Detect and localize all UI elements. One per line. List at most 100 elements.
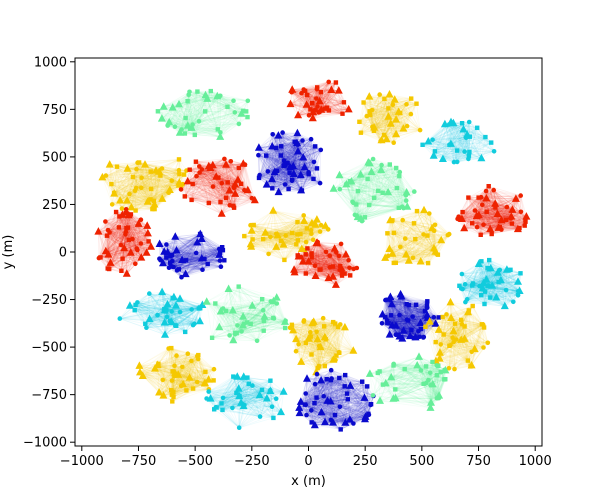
edge xyxy=(304,82,337,92)
edge xyxy=(290,92,302,105)
edge xyxy=(306,94,328,109)
edge xyxy=(161,117,186,119)
edge xyxy=(298,113,343,116)
edge xyxy=(172,107,218,130)
edge xyxy=(191,127,218,130)
edge xyxy=(328,110,343,115)
edge xyxy=(303,82,336,90)
edge xyxy=(161,91,190,119)
edge xyxy=(291,91,307,106)
edge xyxy=(192,124,218,130)
edge xyxy=(320,82,337,93)
edge xyxy=(174,111,206,128)
edge xyxy=(174,91,198,127)
edge xyxy=(320,92,328,108)
edge xyxy=(291,91,313,104)
edge xyxy=(319,100,343,115)
edge xyxy=(328,82,337,111)
edge xyxy=(316,90,339,99)
edge xyxy=(316,88,326,109)
edge xyxy=(217,95,221,130)
edge xyxy=(184,128,218,134)
edge xyxy=(217,116,248,130)
edge xyxy=(291,89,310,116)
edge xyxy=(174,126,195,136)
edge xyxy=(297,81,329,116)
edge xyxy=(303,89,345,103)
edge xyxy=(301,92,318,107)
edge xyxy=(172,107,189,126)
edge xyxy=(217,100,234,130)
edge xyxy=(316,98,349,110)
edge xyxy=(303,89,343,115)
edge xyxy=(174,91,190,127)
edge xyxy=(335,82,343,114)
edge xyxy=(306,81,329,105)
edge xyxy=(326,82,337,108)
edge xyxy=(319,100,344,103)
edge xyxy=(303,89,349,110)
edge xyxy=(328,109,349,111)
edge xyxy=(290,98,317,105)
edge xyxy=(297,89,332,116)
edge xyxy=(297,106,318,116)
edge xyxy=(317,87,339,91)
edge xyxy=(216,96,219,130)
edge xyxy=(163,106,176,127)
edge xyxy=(319,82,337,102)
edge xyxy=(335,82,350,110)
edge xyxy=(324,81,330,109)
edge xyxy=(305,90,321,93)
edge xyxy=(185,117,218,130)
edge xyxy=(320,81,330,110)
edge xyxy=(328,90,340,111)
edge xyxy=(312,88,318,113)
edge xyxy=(217,123,239,130)
edge xyxy=(326,107,349,110)
edge xyxy=(331,89,349,110)
edge xyxy=(217,112,236,130)
edge xyxy=(310,88,318,110)
edge xyxy=(161,94,189,119)
edge xyxy=(291,81,329,93)
edge xyxy=(306,91,322,106)
edge xyxy=(317,87,332,91)
edge xyxy=(338,90,343,114)
edge xyxy=(290,91,321,105)
edge xyxy=(198,120,218,130)
edge xyxy=(316,82,337,99)
edge xyxy=(312,113,343,119)
edge xyxy=(307,91,321,96)
edge xyxy=(292,89,317,99)
edge xyxy=(291,91,316,111)
edge xyxy=(316,87,326,109)
edge xyxy=(307,94,344,103)
edge xyxy=(307,82,337,96)
edge xyxy=(328,101,345,111)
edge xyxy=(174,94,206,127)
edge xyxy=(306,88,318,105)
edge xyxy=(197,91,219,130)
edge xyxy=(319,81,330,102)
edge xyxy=(217,100,249,130)
edge xyxy=(220,95,244,112)
edge xyxy=(310,90,340,110)
edge xyxy=(326,101,345,109)
edge xyxy=(312,102,349,110)
edge xyxy=(320,91,349,110)
edge xyxy=(290,89,332,105)
edge xyxy=(316,88,328,108)
edge xyxy=(312,110,330,119)
edge xyxy=(328,81,350,110)
edge xyxy=(161,94,206,119)
edge xyxy=(320,82,337,110)
edge xyxy=(316,82,337,90)
edge xyxy=(292,81,329,91)
edge xyxy=(291,89,316,111)
edge xyxy=(319,149,322,184)
edge xyxy=(178,104,219,130)
edge xyxy=(161,111,206,119)
edge xyxy=(297,102,313,116)
edge xyxy=(304,90,349,110)
edge xyxy=(290,82,337,105)
